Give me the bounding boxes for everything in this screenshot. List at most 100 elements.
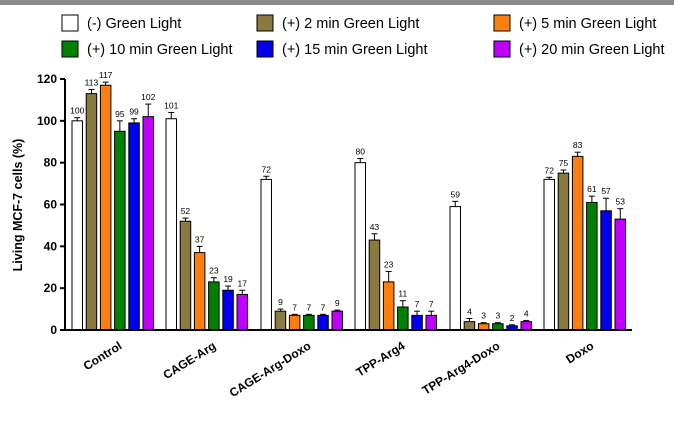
bar-control-s2 <box>86 94 97 330</box>
y-tick-label-120: 120 <box>37 72 57 86</box>
bar-tpp-arg4-doxo-s6 <box>521 322 532 330</box>
y-tick-label-20: 20 <box>44 281 58 295</box>
bar-cage-arg-doxo-s4 <box>304 315 315 330</box>
legend-label-6: (+) 20 min Green Light <box>519 42 664 58</box>
value-label-control-s4: 95 <box>115 109 125 119</box>
bar-doxo-s5 <box>601 211 612 330</box>
bar-tpp-arg4-s6 <box>426 315 437 330</box>
bar-doxo-s3 <box>572 156 583 330</box>
bar-control-s6 <box>143 117 154 330</box>
value-label-cage-arg-s1: 101 <box>164 100 178 110</box>
value-label-doxo-s4: 61 <box>587 184 597 194</box>
legend-swatch-4 <box>62 41 78 57</box>
y-tick-label-40: 40 <box>44 239 58 253</box>
bar-cage-arg-s4 <box>209 282 220 330</box>
category-label-1: Control <box>81 339 125 373</box>
bar-tpp-arg4-s2 <box>369 240 380 330</box>
y-tick-label-0: 0 <box>50 323 57 337</box>
value-label-tpp-arg4-doxo-s6: 4 <box>524 309 529 319</box>
category-label-4: TPP-Arg4 <box>354 339 408 380</box>
bar-doxo-s2 <box>558 173 569 330</box>
value-label-tpp-arg4-doxo-s4: 3 <box>495 311 500 321</box>
category-label-2: CAGE-Arg <box>161 339 219 382</box>
value-label-tpp-arg4-s3: 23 <box>384 259 394 269</box>
bar-cage-arg-s6 <box>237 294 248 330</box>
value-label-control-s1: 100 <box>70 106 84 116</box>
bar-cage-arg-doxo-s1 <box>261 179 272 330</box>
y-tick-label-100: 100 <box>37 114 57 128</box>
value-label-control-s5: 99 <box>129 107 139 117</box>
legend-label-3: (+) 5 min Green Light <box>519 16 656 32</box>
value-label-tpp-arg4-doxo-s5: 2 <box>510 313 515 323</box>
value-label-tpp-arg4-s2: 43 <box>370 222 380 232</box>
bar-cage-arg-doxo-s5 <box>318 315 329 330</box>
value-label-control-s6: 102 <box>141 92 155 102</box>
bar-cage-arg-s2 <box>180 221 191 330</box>
value-label-tpp-arg4-s4: 11 <box>398 289 407 299</box>
value-label-tpp-arg4-doxo-s2: 4 <box>467 306 472 316</box>
bar-doxo-s6 <box>615 219 626 330</box>
legend-label-1: (-) Green Light <box>87 16 181 32</box>
value-label-tpp-arg4-doxo-s3: 3 <box>481 311 486 321</box>
bar-tpp-arg4-s4 <box>398 307 409 330</box>
bar-tpp-arg4-s1 <box>355 163 366 330</box>
value-label-cage-arg-s2: 52 <box>181 206 191 216</box>
value-label-doxo-s3: 83 <box>573 140 583 150</box>
value-label-tpp-arg4-s6: 7 <box>429 299 434 309</box>
legend-label-4: (+) 10 min Green Light <box>87 42 232 58</box>
value-label-cage-arg-doxo-s1: 72 <box>262 164 272 174</box>
value-label-cage-arg-doxo-s6: 9 <box>335 298 340 308</box>
value-label-cage-arg-s3: 37 <box>195 234 205 244</box>
bar-control-s4 <box>115 131 126 330</box>
value-label-control-s2: 113 <box>85 77 99 87</box>
bar-tpp-arg4-s5 <box>412 315 423 330</box>
value-label-cage-arg-s5: 19 <box>223 274 233 284</box>
x-axis: Control CAGE-Arg CAGE-Arg-Doxo TPP-Arg4 TPP-… <box>65 330 632 400</box>
value-label-cage-arg-doxo-s5: 7 <box>321 302 326 312</box>
value-label-tpp-arg4-s1: 80 <box>356 146 366 156</box>
value-label-cage-arg-doxo-s3: 7 <box>292 302 297 312</box>
bar-cage-arg-s1 <box>166 119 177 330</box>
y-tick-label-80: 80 <box>44 156 58 170</box>
legend-label-2: (+) 2 min Green Light <box>282 16 419 32</box>
value-label-doxo-s6: 53 <box>616 197 626 207</box>
category-label-5: TPP-Arg4-Doxo <box>420 339 503 398</box>
value-label-cage-arg-s6: 17 <box>238 278 248 288</box>
bar-control-s5 <box>129 123 140 330</box>
bar-cage-arg-s5 <box>223 290 234 330</box>
legend-swatch-5 <box>257 41 273 57</box>
value-label-doxo-s1: 72 <box>545 165 555 175</box>
value-label-cage-arg-doxo-s2: 9 <box>278 297 283 307</box>
value-label-doxo-s2: 75 <box>559 158 569 168</box>
legend-swatch-3 <box>494 15 510 31</box>
value-label-tpp-arg4-s5: 7 <box>415 299 420 309</box>
bar-doxo-s4 <box>587 202 598 330</box>
y-axis: 0 20 40 60 80 100 120 <box>37 72 65 337</box>
value-label-control-s3: 117 <box>99 70 113 80</box>
bar-cage-arg-s3 <box>194 253 205 330</box>
y-axis-title: Living MCF-7 cells (%) <box>11 139 25 272</box>
bar-doxo-s1 <box>544 179 555 330</box>
value-label-cage-arg-s4: 23 <box>209 266 219 276</box>
value-label-tpp-arg4-doxo-s1: 59 <box>451 189 461 199</box>
y-tick-label-60: 60 <box>44 198 58 212</box>
legend-swatch-2 <box>257 15 273 31</box>
bar-tpp-arg4-doxo-s2 <box>464 322 475 330</box>
bar-control-s3 <box>100 85 111 330</box>
chart-legend: (-) Green Light (+) 2 min Green Light (+) … <box>62 15 664 58</box>
legend-swatch-6 <box>494 41 510 57</box>
category-label-3: CAGE-Arg-Doxo <box>227 339 314 400</box>
bar-cage-arg-doxo-s2 <box>275 311 286 330</box>
legend-swatch-1 <box>62 15 78 31</box>
category-label-6: Doxo <box>563 339 596 367</box>
bar-tpp-arg4-doxo-s1 <box>450 207 461 330</box>
legend-label-5: (+) 15 min Green Light <box>282 42 427 58</box>
bar-cage-arg-doxo-s6 <box>332 311 343 330</box>
value-label-doxo-s5: 57 <box>601 186 611 196</box>
bar-tpp-arg4-s3 <box>383 282 394 330</box>
bar-cage-arg-doxo-s3 <box>289 315 300 330</box>
value-label-cage-arg-doxo-s4: 7 <box>306 302 311 312</box>
bar-control-s1 <box>72 121 83 330</box>
